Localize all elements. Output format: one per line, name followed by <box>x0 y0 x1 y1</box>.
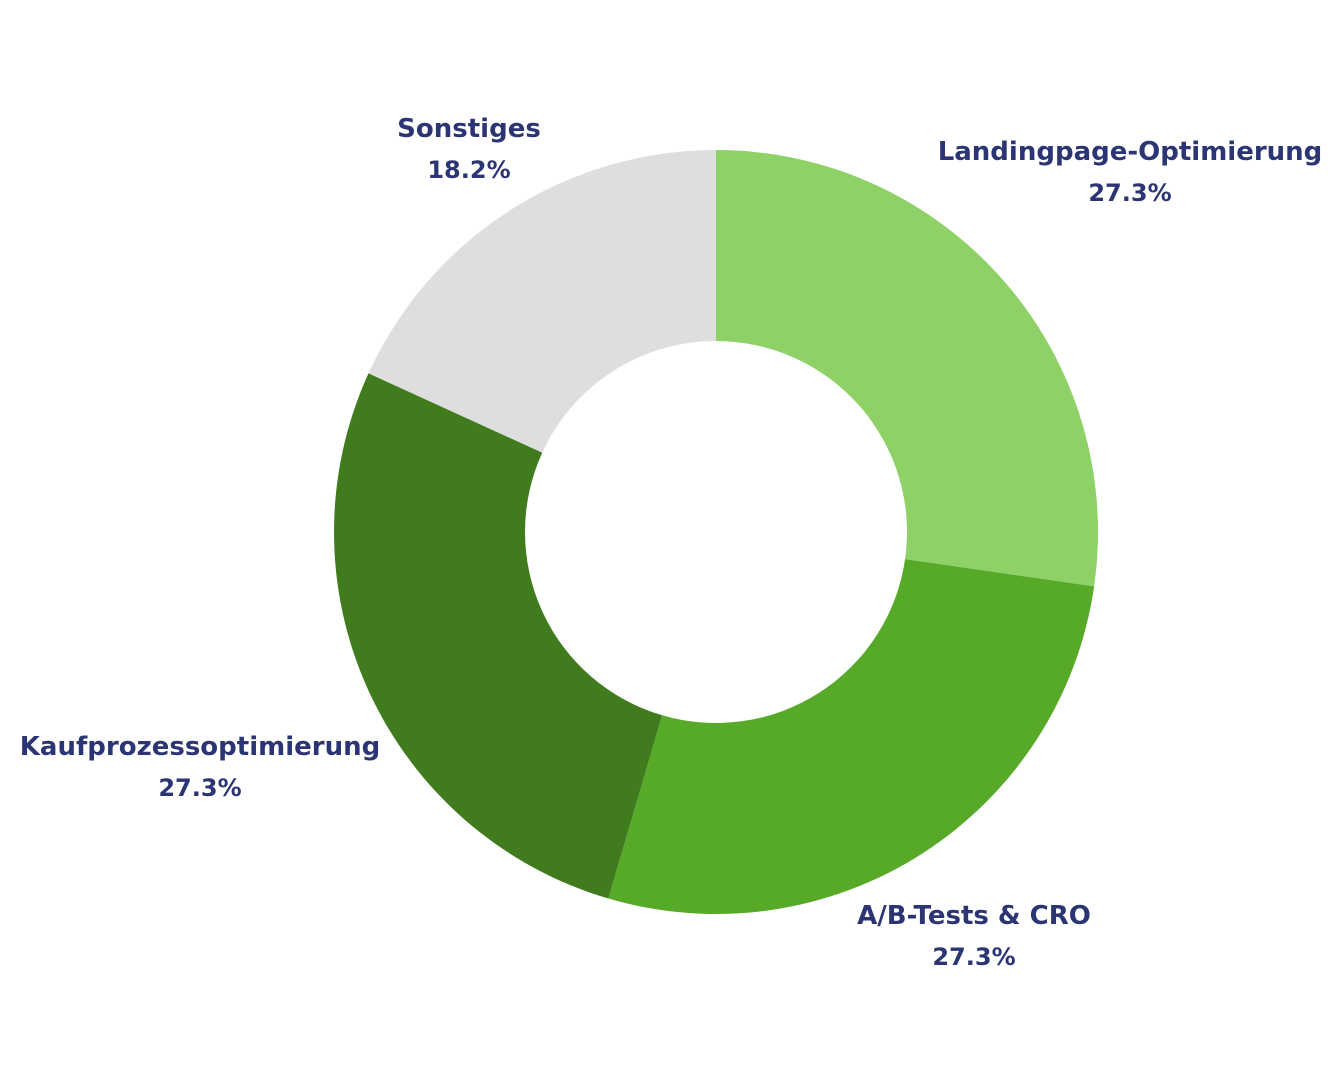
donut-slice-3 <box>333 373 663 899</box>
donut-slice-2 <box>608 559 1095 915</box>
slice-label-name-4: Sonstiges <box>397 114 541 144</box>
slice-label-name-3: Kaufprozessoptimierung <box>20 732 380 762</box>
slice-label-name-1: Landingpage-Optimierung <box>938 137 1323 167</box>
slice-labels: Landingpage-Optimierung 27.3% A/B-Tests & … <box>20 114 1323 971</box>
donut-slice-4 <box>368 150 716 453</box>
slice-label-value-1: 27.3% <box>1088 179 1171 207</box>
slice-label-value-4: 18.2% <box>427 156 510 184</box>
slice-label-value-3: 27.3% <box>158 774 241 802</box>
slice-label-value-2: 27.3% <box>932 943 1015 971</box>
donut-slices <box>333 150 1098 915</box>
donut-slice-1 <box>716 150 1098 587</box>
slice-label-name-2: A/B-Tests & CRO <box>857 901 1091 931</box>
